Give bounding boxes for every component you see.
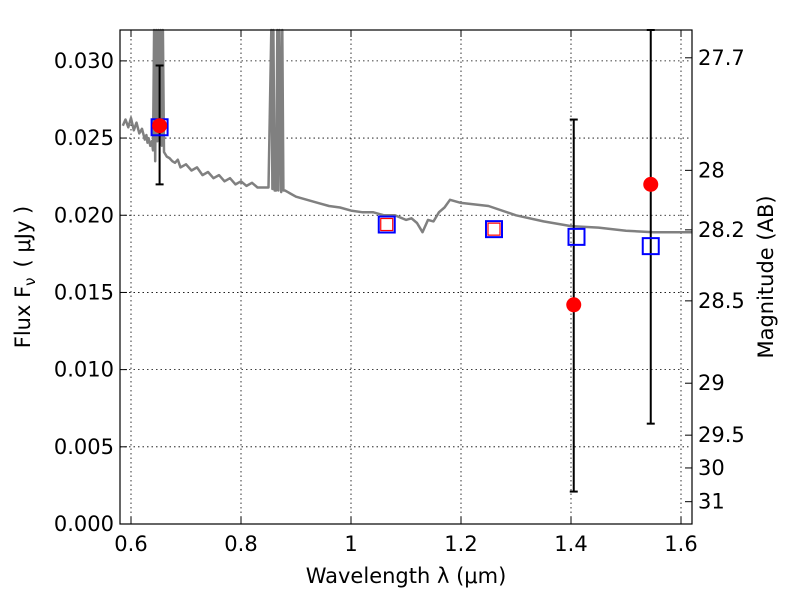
x-tick-label: 1.4 [554,532,587,556]
y-tick-label: 0.005 [54,435,114,459]
y-tick-label: 0.025 [54,126,114,150]
y-axis-label-unit: ( μJy ) [11,206,35,268]
axis-ticks [120,30,692,525]
observed-open-marker [487,222,501,236]
grid-lines [120,30,692,525]
x-tick-label: 1.6 [664,532,697,556]
x-tick-label: 0.6 [114,532,147,556]
x-tick-label: 0.8 [224,532,257,556]
axis-tick-labels: 0.6 0.8 1 1.2 1.4 1.6 0.000 0.005 0.010 0.015 0.02… [54,46,745,556]
x-axis-label: Wavelength λ (μm) [306,564,507,588]
x-tick-label: 1 [344,532,357,556]
x-tick-label: 1.2 [444,532,477,556]
y-axis-label-sub: ν [21,277,39,285]
right-tick-label: 30 [698,456,725,480]
model-photometry-marker [567,227,586,246]
right-tick-label: 28.2 [698,218,745,242]
right-tick-label: 28 [698,158,725,182]
y-tick-label: 0.030 [54,49,114,73]
y-tick-label: 0.000 [54,512,114,536]
y-tick-label: 0.010 [54,358,114,382]
data-points-layer [150,29,660,493]
right-tick-label: 29.5 [698,423,745,447]
model-spectrum-line [121,28,692,234]
y-tick-label: 0.015 [54,280,114,304]
y-axis-label-flux: Flux F [11,286,35,348]
model-photometry-marker [641,237,660,256]
model-photometry-marker [377,215,396,234]
observed-point [152,118,168,134]
right-tick-label: 29 [698,371,725,395]
right-tick-label: 31 [698,490,725,514]
model-spectrum-layer [121,28,692,234]
y-tick-label: 0.020 [54,203,114,227]
observed-point [643,176,659,192]
y-axis-label-right: Magnitude (AB) [754,195,778,358]
y-axis-label-left: Flux Fν ( μJy ) [11,206,39,349]
right-tick-label: 27.7 [698,46,745,70]
observed-open-marker [380,217,394,232]
plot-frame [119,29,693,525]
observed-point [566,297,582,313]
model-photometry-marker [485,220,503,239]
right-tick-label: 28.5 [698,289,745,313]
